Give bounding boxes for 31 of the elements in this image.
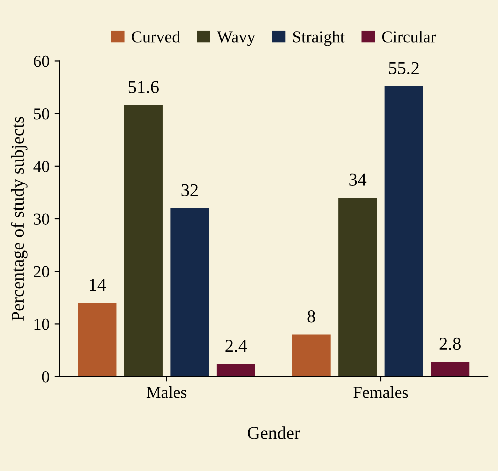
- data-label: 2.8: [440, 338, 461, 350]
- x-axis-title: Gender: [248, 426, 300, 440]
- y-axis-title: Percentage of study subjects: [11, 117, 28, 322]
- legend-label: Curved: [132, 31, 180, 43]
- data-label: 34: [350, 174, 367, 186]
- y-tick-label: 20: [34, 266, 50, 278]
- data-label: 32: [182, 184, 198, 196]
- y-tick-label: 60: [34, 56, 50, 68]
- bar: [338, 198, 378, 377]
- y-tick-label: 0: [42, 372, 50, 383]
- y-tick-label: 10: [34, 318, 50, 330]
- bar: [431, 362, 470, 377]
- data-label: 55.2: [389, 62, 419, 75]
- bar: [384, 86, 424, 377]
- bar: [170, 208, 210, 377]
- bar: [124, 105, 163, 377]
- data-label: 51.6: [128, 81, 159, 94]
- bar: [78, 303, 117, 377]
- legend-label: Circular: [382, 31, 436, 43]
- bar: [292, 334, 331, 377]
- x-tick-label: Females: [354, 386, 408, 398]
- data-label: 2.4: [226, 340, 248, 352]
- bar: [216, 364, 256, 377]
- y-tick-label: 40: [34, 161, 50, 172]
- legend-label: Wavy: [217, 32, 256, 46]
- legend-label: Straight: [293, 31, 345, 46]
- y-tick-label: 30: [34, 214, 50, 225]
- x-tick-label: Males: [146, 386, 187, 398]
- data-label: 8: [308, 310, 316, 323]
- y-tick-label: 50: [34, 108, 50, 120]
- data-label: 14: [90, 279, 106, 291]
